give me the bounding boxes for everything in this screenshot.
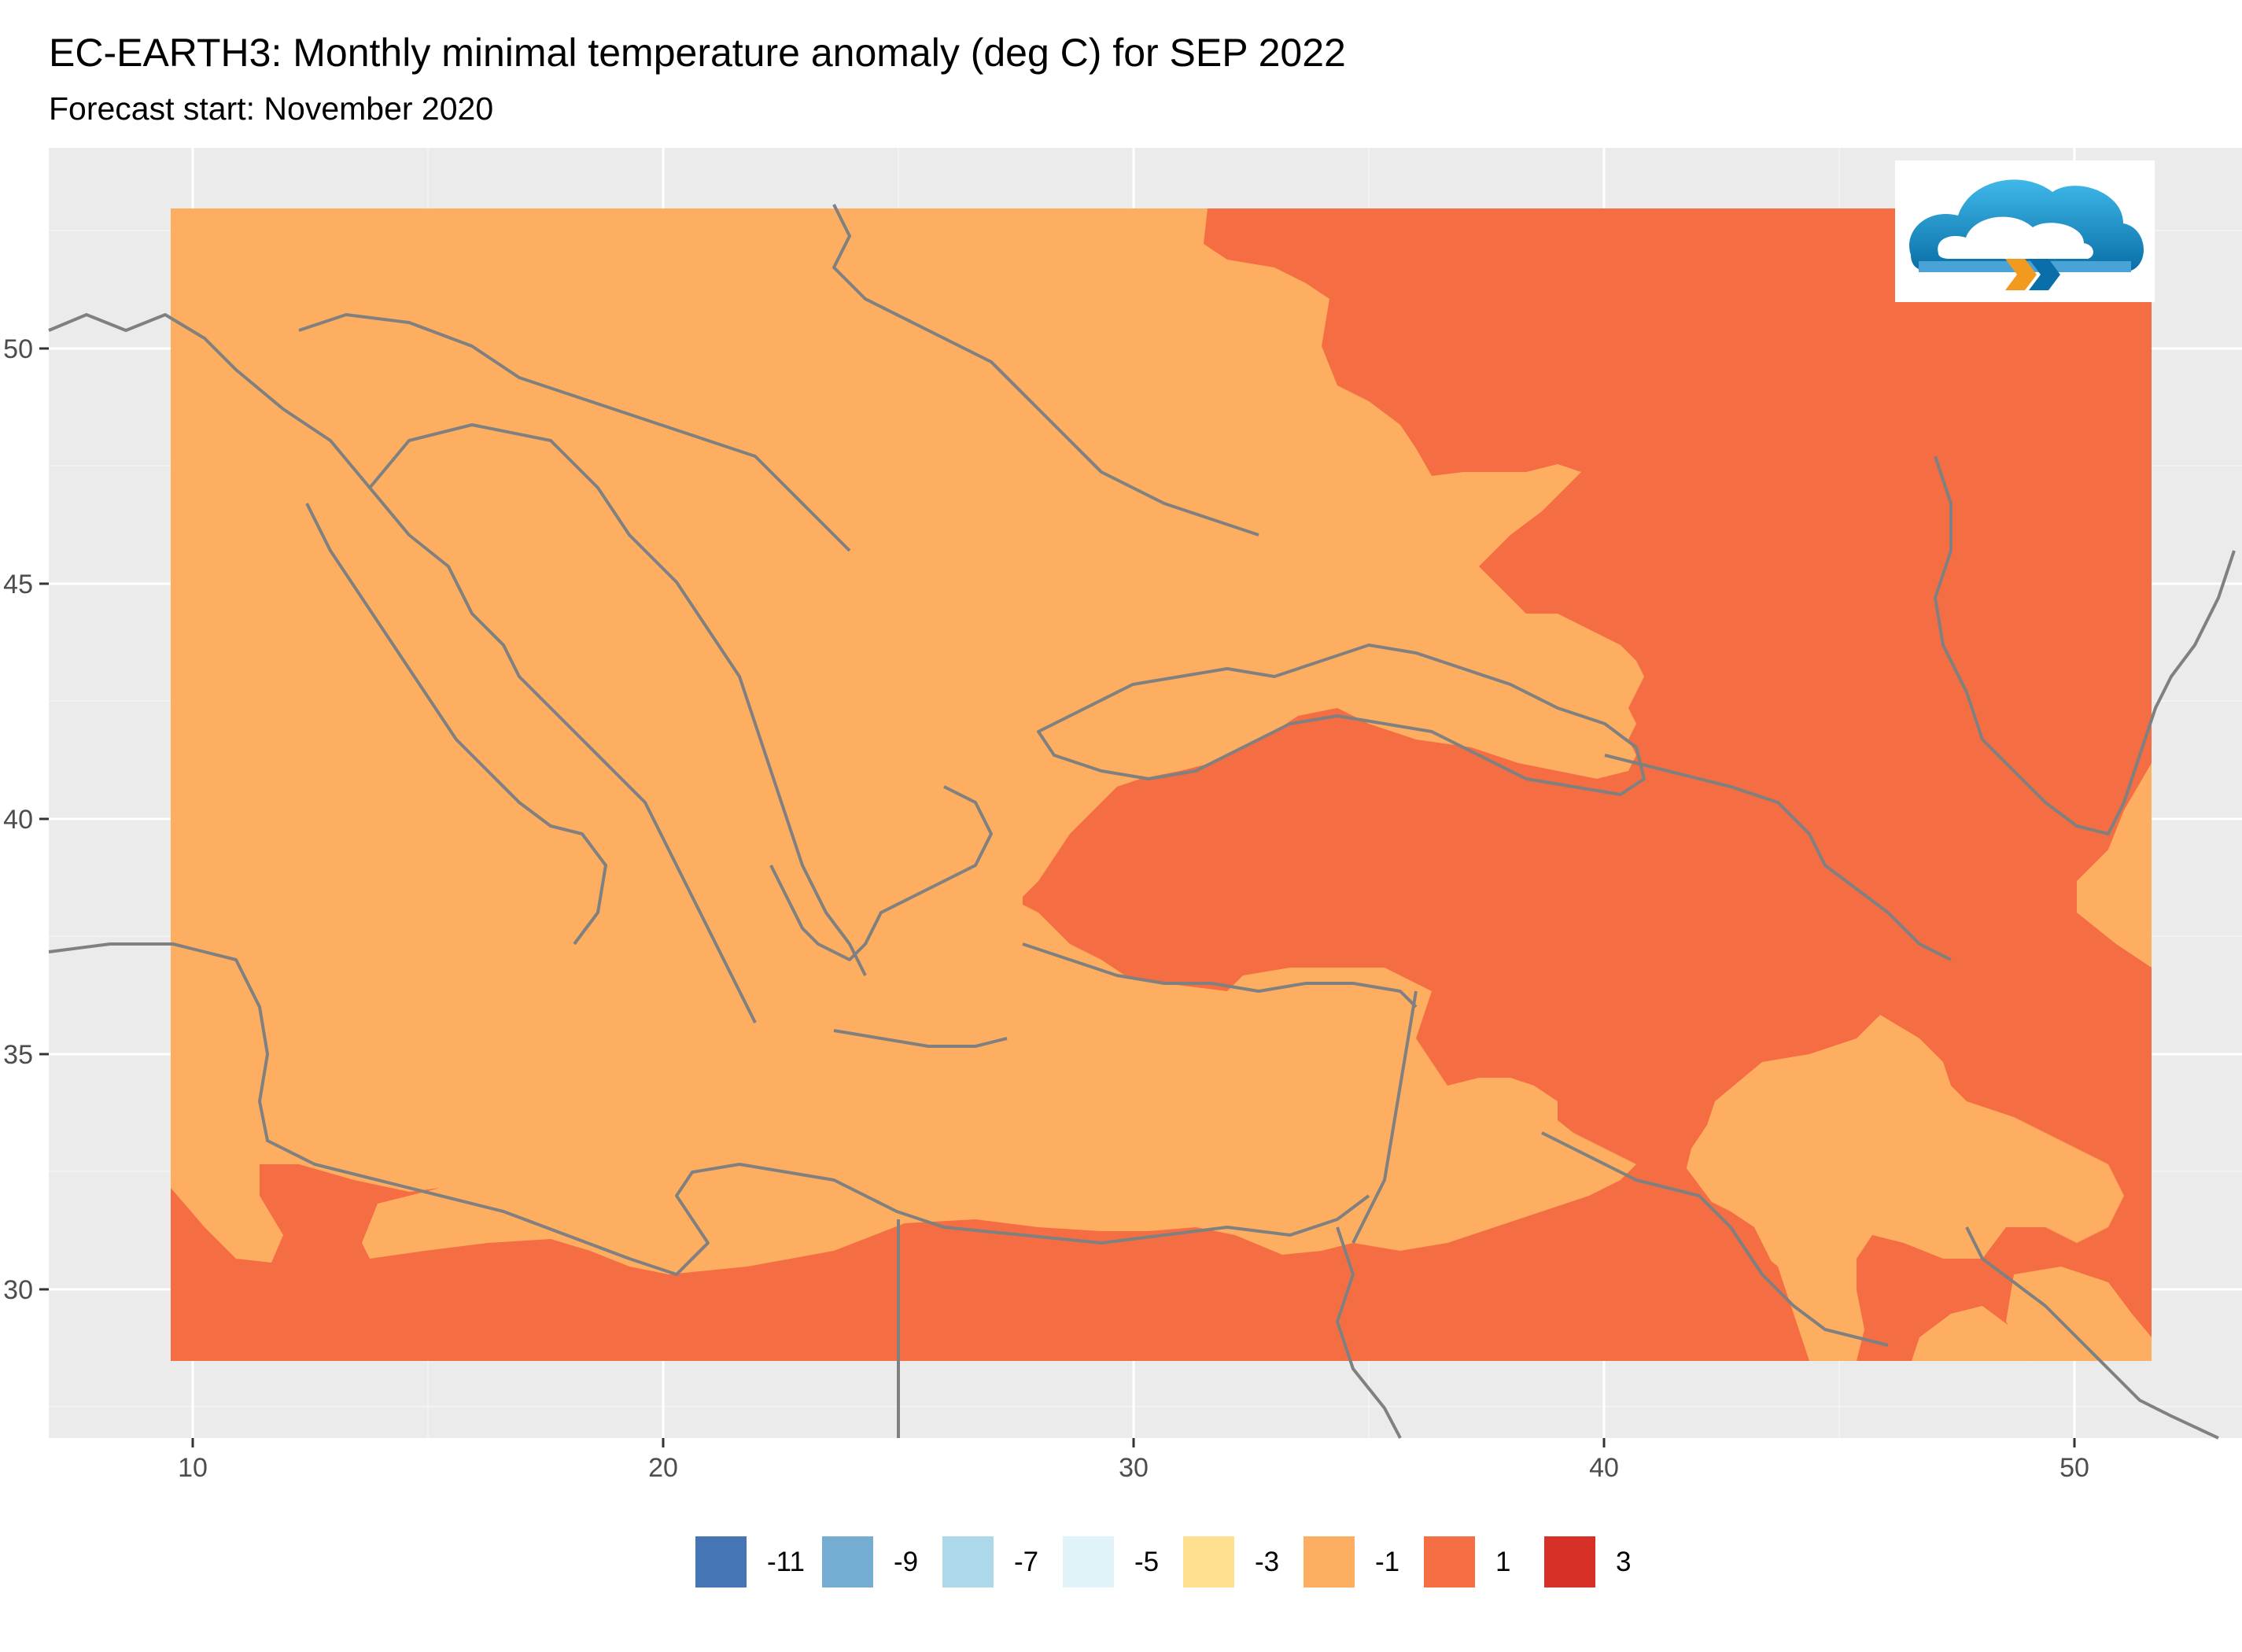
legend-label: -9: [894, 1546, 919, 1577]
border-ukraine: [832, 204, 1259, 537]
contour-minus1-iraq: [1683, 1015, 2124, 1361]
coastline-persian-gulf: [1965, 1226, 2219, 1440]
coastline-caspian: [1934, 455, 2236, 835]
y-tick-label: 50: [3, 334, 33, 364]
legend-label: -1: [1375, 1546, 1400, 1577]
coastline-turkey-south: [1022, 942, 1418, 1009]
cloud-logo-icon: [1909, 179, 2144, 290]
coastline-crete: [833, 1029, 1008, 1048]
legend-label: 1: [1495, 1546, 1511, 1577]
cloud-logo: [1895, 160, 2155, 302]
coastline-levant: [1351, 990, 1418, 1244]
legend-label: -3: [1255, 1546, 1280, 1577]
legend-item: -11: [695, 1536, 805, 1587]
border-central-europe: [298, 313, 851, 552]
coastline-north-africa: [48, 942, 1370, 1276]
contour-minus1-levant: [1385, 1078, 1558, 1235]
legend-item: -5: [1063, 1536, 1166, 1587]
legend-item: 1: [1424, 1536, 1527, 1587]
legend-swatch: [1183, 1536, 1234, 1587]
legend-item: -3: [1183, 1536, 1286, 1587]
coastline-red-sea: [1336, 1226, 1402, 1439]
legend-swatch: [1304, 1536, 1355, 1587]
x-tick-label: 50: [2059, 1453, 2089, 1483]
coastline-europe: [48, 313, 757, 1023]
legend-swatch: [1063, 1536, 1114, 1587]
x-tick-labels: 10 20 30 40 50: [178, 1453, 2089, 1483]
x-tick-label: 30: [1119, 1453, 1149, 1483]
y-tick-label: 30: [3, 1275, 33, 1305]
border-east: [1604, 754, 1952, 961]
contour-minus1-iran: [2077, 763, 2152, 968]
y-tick-label: 40: [3, 805, 33, 835]
legend-swatch: [942, 1536, 994, 1587]
map-title: EC-EARTH3: Monthly minimal temperature a…: [49, 31, 1346, 75]
coastlines: [48, 204, 2236, 1440]
legend-swatch: [822, 1536, 873, 1587]
legend-item: -9: [822, 1536, 925, 1587]
legend-swatch: [1544, 1536, 1595, 1587]
coastline-balkans: [368, 423, 867, 976]
legend-item: -7: [942, 1536, 1045, 1587]
x-tick-label: 20: [648, 1453, 678, 1483]
contour-minus1-gulf: [2006, 1267, 2152, 1361]
legend-swatch: [695, 1536, 747, 1587]
border-arabia: [1541, 1131, 1889, 1347]
coastline-italy: [305, 503, 607, 946]
legend-label: -11: [767, 1546, 805, 1577]
x-axis: [191, 1438, 2076, 1447]
contour-plus1-south: [171, 1164, 1809, 1361]
coastline-greece: [769, 785, 993, 961]
y-tick-labels: 50 45 40 35 30: [3, 334, 33, 1305]
map-subtitle: Forecast start: November 2020: [49, 90, 494, 127]
legend-label: 3: [1616, 1546, 1632, 1577]
y-axis: [39, 347, 49, 1291]
y-tick-label: 45: [3, 570, 33, 599]
y-tick-label: 35: [3, 1040, 33, 1070]
legend-label: -5: [1134, 1546, 1160, 1577]
legend: -11 -9 -7 -5 -3 -1 1 3: [695, 1536, 1665, 1587]
legend-item: -1: [1304, 1536, 1407, 1587]
legend-swatch: [1424, 1536, 1475, 1587]
x-tick-label: 10: [178, 1453, 208, 1483]
x-tick-label: 40: [1589, 1453, 1619, 1483]
coastline-black-sea: [1037, 643, 1646, 796]
legend-item: 3: [1544, 1536, 1647, 1587]
legend-label: -7: [1014, 1546, 1039, 1577]
